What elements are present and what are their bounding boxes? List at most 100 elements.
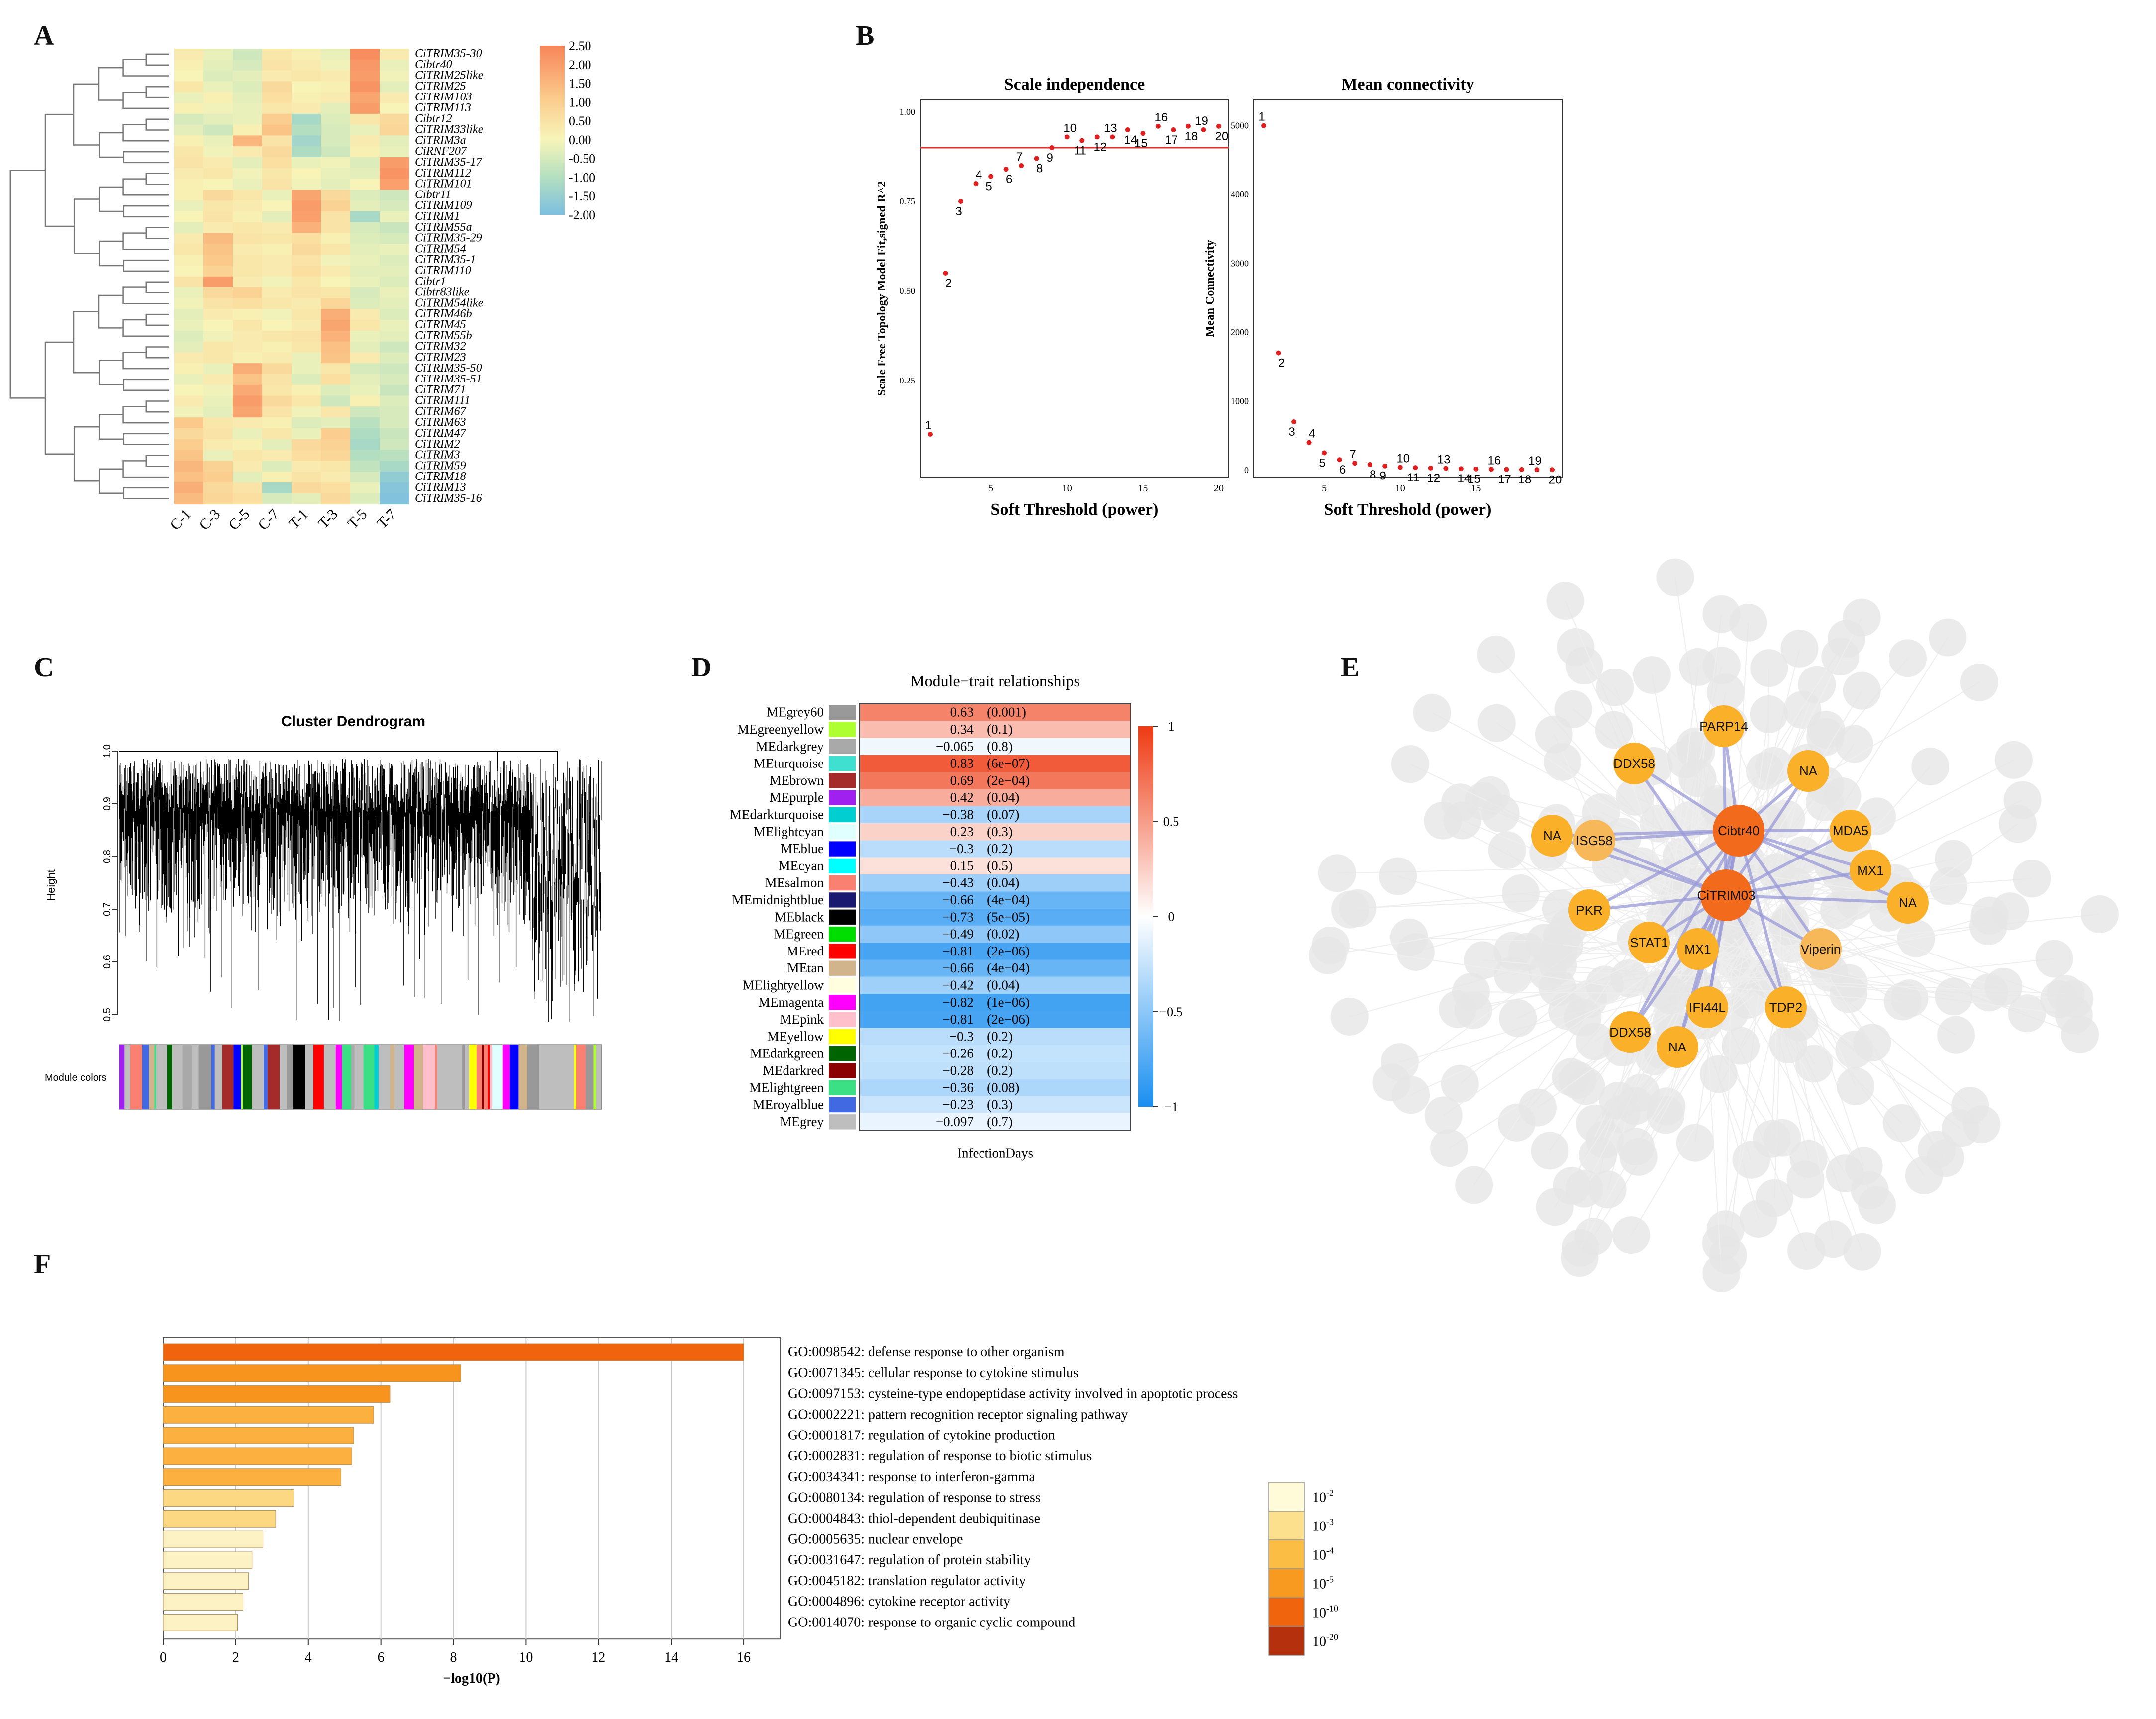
network-node: Viperin: [1800, 928, 1842, 970]
heatmap-cell: [262, 439, 292, 451]
p-value: (0.08): [987, 1080, 1019, 1095]
legend-swatch: [1268, 1597, 1305, 1627]
x-axis-label: Soft Threshold (power): [1324, 500, 1492, 519]
module-row: MEdarkgreen −0.26 (0.2): [750, 1045, 1131, 1062]
heatmap-cell: [203, 190, 233, 201]
network-node-circle: [1657, 1026, 1698, 1068]
network-node-label: PARP14: [1699, 719, 1748, 734]
module-row: MEdarkturquoise −0.38 (0.07): [730, 806, 1131, 824]
data-point: [1473, 466, 1479, 472]
data-point: [1079, 138, 1085, 143]
module-swatch: [829, 1046, 856, 1061]
heatmap-cell: [174, 59, 204, 71]
correlation-value: 0.42: [950, 790, 974, 805]
module-swatch: [829, 773, 856, 788]
p-value: (4e−04): [987, 960, 1030, 975]
dendrogram-leaves: [119, 759, 602, 1022]
heatmap-scale-tick: 2.50: [569, 39, 591, 53]
module-name: MEdarkturquoise: [730, 807, 824, 822]
heatmap-cell: [292, 135, 321, 147]
heatmap-cell: [292, 179, 321, 190]
heatmap-cell: [233, 233, 263, 244]
heatmap-cell: [321, 493, 351, 505]
heatmap-cell: [233, 211, 263, 223]
data-point: [1185, 123, 1191, 129]
legend-base: 10: [1312, 1490, 1326, 1505]
legend-item: 10-10: [1268, 1597, 1338, 1627]
heatmap-cell: [233, 113, 263, 125]
scale-tick-label: 1: [1168, 719, 1175, 734]
x-axis-label: −log10(P): [443, 1671, 500, 1686]
heatmap-cell: [203, 406, 233, 418]
module-color-band: [404, 1045, 414, 1109]
background-node: [1390, 918, 1428, 956]
heatmap-cell: [350, 179, 380, 190]
heatmap-cell: [292, 352, 321, 364]
legend-item: 10-20: [1268, 1626, 1338, 1656]
module-color-band: [476, 1045, 482, 1109]
network-node-label: NA: [1543, 828, 1562, 843]
heatmap-cell: [350, 49, 380, 60]
heatmap-cell: [350, 374, 380, 385]
heatmap-cell: [292, 124, 321, 136]
data-point-label: 2: [1278, 357, 1285, 370]
heatmap-cell: [292, 244, 321, 255]
correlation-value: −0.42: [942, 978, 973, 993]
heatmap-cell: [321, 211, 351, 223]
network-node: DDX58: [1609, 1011, 1651, 1053]
heatmap-cell: [233, 450, 263, 461]
data-point-label: 14: [1457, 472, 1470, 485]
background-node: [1391, 745, 1429, 783]
go-plot-frame: [163, 1337, 781, 1640]
module-name: MEturquoise: [754, 756, 824, 771]
x-tick-label: 20: [1214, 483, 1224, 494]
heatmap-row-label: CiTRIM67: [415, 405, 467, 418]
heatmap-row-label: CiTRIM35-29: [415, 232, 482, 245]
heatmap-cell: [380, 374, 409, 385]
heatmap-cell: [233, 255, 263, 266]
dendrogram-branch: [9, 170, 45, 399]
heatmap-column-label: T-1: [286, 506, 311, 532]
heatmap-cell: [292, 330, 321, 342]
module-color-band: [469, 1045, 477, 1109]
network-nodes: PARP14 DDX58 NA NA ISG58 Cibtr40 MDA5 MX1 CiTRIM…: [1531, 705, 1929, 1068]
data-point: [1125, 127, 1130, 132]
dendrogram-branch: [145, 346, 169, 359]
heatmap-scale-tick: -1.00: [569, 170, 595, 185]
heatmap-cell: [321, 320, 351, 331]
heatmap-cell: [380, 363, 409, 375]
heatmap-cell: [203, 59, 233, 71]
heatmap-cell: [174, 395, 204, 407]
p-value: (0.04): [987, 978, 1019, 993]
network-node: TDP2: [1765, 986, 1807, 1028]
correlation-value: −0.26: [942, 1046, 973, 1061]
heatmap-cell: [262, 384, 292, 396]
heatmap-cell: [233, 70, 263, 82]
y-tick-label: 1.00: [900, 107, 916, 117]
module-swatch: [829, 1029, 856, 1044]
background-node: [1750, 649, 1788, 687]
module-name: MEred: [786, 944, 824, 958]
heatmap-cell: [321, 450, 351, 461]
legend-item: 10-3: [1268, 1511, 1334, 1540]
heatmap-row-label: CiRNF207: [415, 145, 467, 158]
heatmap-cell: [350, 352, 380, 364]
module-color-band: [287, 1045, 294, 1109]
module-name: MEdarkgreen: [750, 1046, 824, 1061]
module-swatch: [829, 875, 856, 891]
background-node: [1619, 1138, 1658, 1176]
heatmap-cell: [262, 113, 292, 125]
panel-label-d: D: [691, 652, 712, 683]
heatmap-cell: [233, 461, 263, 472]
heatmap-cell: [233, 179, 263, 190]
heatmap-column-label: C-3: [196, 506, 223, 533]
background-node: [1595, 711, 1633, 749]
correlation-cell: [860, 857, 1131, 874]
module-color-band: [586, 1045, 594, 1109]
background-node: [1882, 1104, 1921, 1142]
data-point: [1428, 465, 1433, 471]
background-node: [1633, 656, 1671, 694]
correlation-cell: [860, 823, 1131, 841]
module-swatch: [829, 1114, 856, 1130]
network-edge: [1588, 829, 1740, 912]
